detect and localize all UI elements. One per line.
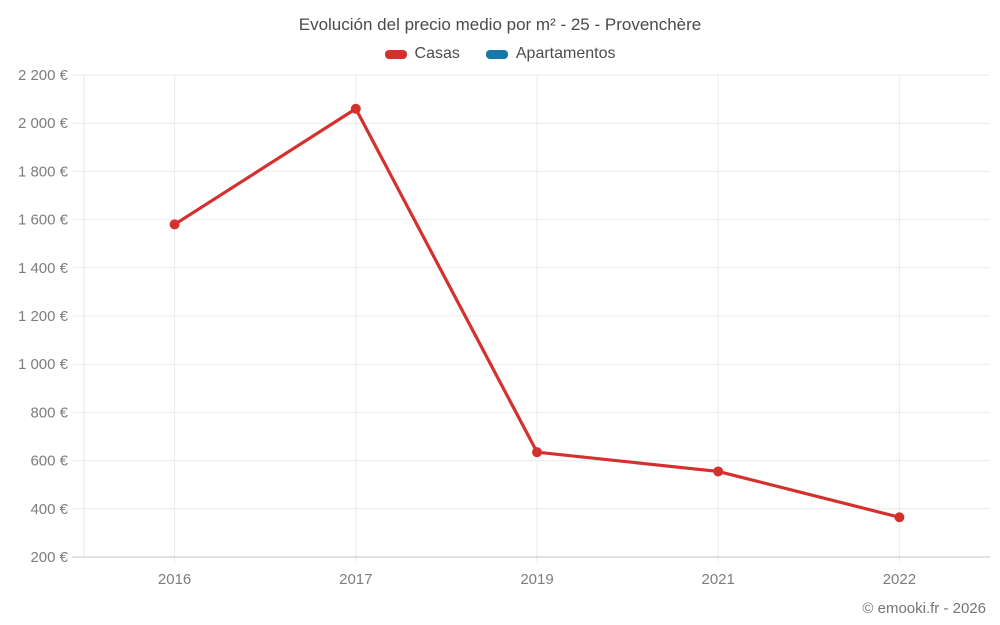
y-tick-label: 400 €: [30, 501, 68, 518]
y-tick-label: 1 600 €: [18, 212, 69, 229]
legend-swatch-casas: [384, 49, 407, 59]
x-tick-label: 2022: [883, 571, 916, 588]
x-tick-label: 2017: [339, 571, 372, 588]
y-tick-label: 1 400 €: [18, 260, 69, 277]
y-tick-label: 800 €: [30, 404, 68, 421]
y-tick-label: 1 200 €: [18, 308, 69, 325]
data-point-casas-2016: [169, 219, 180, 230]
y-tick-label: 2 000 €: [18, 115, 69, 132]
data-point-casas-2017: [350, 103, 361, 114]
x-tick-label: 2021: [702, 571, 735, 588]
legend-label-casas: Casas: [414, 45, 460, 62]
legend-item-casas[interactable]: Casas: [384, 45, 460, 63]
legend-swatch-apartamentos: [485, 49, 508, 59]
legend-label-apartamentos: Apartamentos: [515, 45, 616, 62]
data-point-casas-2019: [532, 447, 542, 458]
y-tick-label: 1 000 €: [18, 356, 69, 373]
y-tick-label: 600 €: [30, 453, 68, 470]
y-tick-label: 2 200 €: [18, 67, 69, 84]
chart-legend: Casas Apartamentos: [0, 45, 1000, 63]
chart-title: Evolución del precio medio por m² - 25 -…: [298, 15, 702, 34]
legend-item-apartamentos[interactable]: Apartamentos: [485, 45, 616, 63]
y-tick-label: 200 €: [30, 549, 68, 566]
chart-footer: © emooki.fr - 2026: [862, 600, 986, 617]
data-point-casas-2022: [894, 512, 905, 523]
x-tick-label: 2016: [158, 571, 191, 588]
y-tick-label: 1 800 €: [18, 163, 69, 180]
data-point-casas-2021: [713, 466, 724, 477]
x-tick-label: 2019: [520, 571, 553, 588]
